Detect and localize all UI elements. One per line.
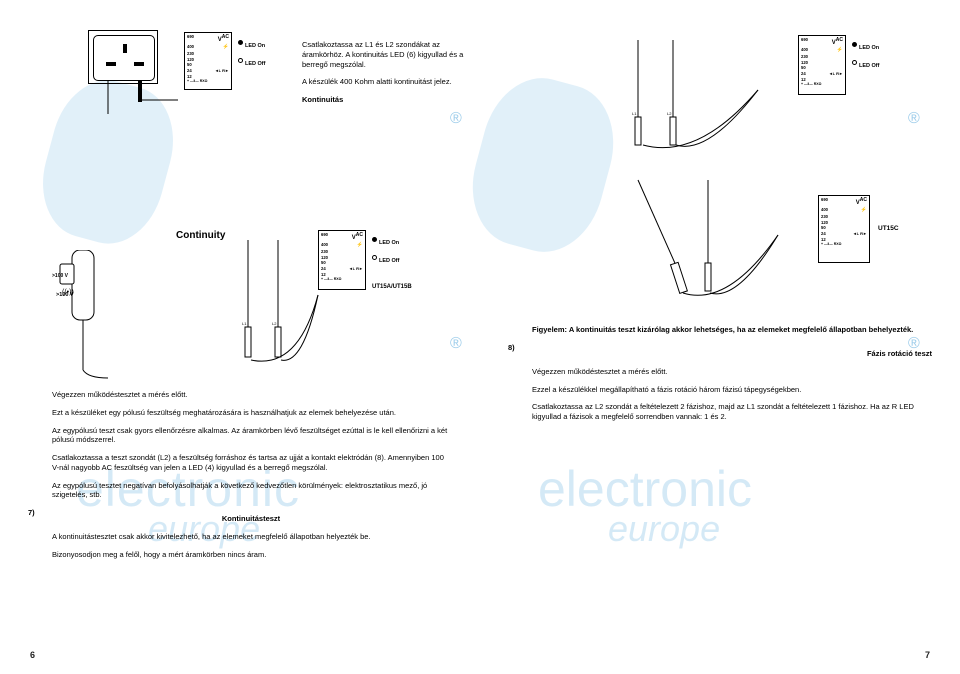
socket-diagram: 690VAC 400⚡ 230 120 50 24◄L R► 12 + ―‖― … (88, 30, 298, 120)
led-on-dot-icon (238, 40, 243, 45)
p-c: Az egypólusú teszt csak gyors ellenőrzés… (52, 426, 452, 446)
model-ab-label: UT15A/UT15B (372, 284, 412, 290)
continuity-label: Continuity (176, 230, 225, 241)
device-left-icon: >100 V ((•)) (48, 250, 138, 380)
section8-title: Fázis rotáció teszt (867, 349, 932, 358)
continuity-diagram: Continuity >100 V ((•)) >100 V L1 L2 (28, 230, 452, 380)
watermark-europe-right: europe (608, 508, 720, 550)
r-pa: Figyelem: A kontinuitás teszt kizárólag … (532, 325, 932, 335)
p-b: Ezt a készüléket egy pólusú feszültség m… (52, 408, 452, 418)
led-on-label: LED On (245, 43, 265, 49)
p-d: Csatlakoztassa a teszt szondát (L2) a fe… (52, 453, 452, 473)
meter-panel-top: 690VAC 400⚡ 230 120 50 24◄L R► 12 + ―‖― … (184, 32, 232, 90)
right-probes-icon: L1 L2 (618, 35, 788, 165)
meter-panel-mid: 690VAC 400⚡ 230 120 50 24◄L R► 12 + ―‖― … (318, 230, 366, 290)
intro-p1: Csatlakoztassa az L1 és L2 szondákat az … (302, 40, 482, 69)
svg-text:L1: L1 (242, 321, 247, 326)
page-num-left: 6 (30, 650, 35, 660)
led-on-dot-mid-icon (372, 237, 377, 242)
page-right: ® ® electronic europe L1 L2 690VAC 400⚡ … (480, 0, 960, 674)
section7-num: 7) (28, 508, 50, 517)
p-a: Végezzen működéstesztet a mérés előtt. (52, 390, 452, 400)
intro-p2: A készülék 400 Kohm alatti kontinuitást … (302, 77, 482, 87)
right-top-diagram: L1 L2 690VAC 400⚡ 230 120 50 24◄L R► 12 … (508, 35, 932, 165)
r-pb: Végezzen működéstesztet a mérés előtt. (532, 367, 932, 377)
svg-text:>100 V: >100 V (52, 273, 69, 279)
p-e: Az egypólusú tesztet negatívan befolyáso… (52, 481, 452, 501)
p-g: Bizonyosodjon meg a felől, hogy a mért á… (52, 550, 452, 560)
meter-panel-right-top: 690VAC 400⚡ 230 120 50 24◄L R► 12 + ―‖― … (798, 35, 846, 95)
r-pc: Ezzel a készülékkel megállapítható a fáz… (532, 385, 932, 395)
meter-panel-ut15c: 690VAC 400⚡ 230 120 50 24◄L R► 12 + ―‖― … (818, 195, 870, 263)
led-off-dot-mid-icon (372, 255, 377, 260)
p-f: A kontinuitástesztet csak akkor kivitele… (52, 532, 452, 542)
intro-heading: Kontinuitás (302, 95, 343, 104)
section8-num: 8) (508, 343, 530, 352)
page-left: ® electronic europe ® (0, 0, 480, 674)
right-probes2-icon (618, 175, 798, 315)
led-off-dot-icon (238, 58, 243, 63)
svg-text:L1: L1 (632, 111, 637, 116)
model-c-label: UT15C (878, 225, 899, 232)
watermark-r-right-2: ® (908, 335, 920, 353)
right-bottom-diagram: 690VAC 400⚡ 230 120 50 24◄L R► 12 + ―‖― … (508, 175, 932, 315)
svg-text:L2: L2 (667, 111, 672, 116)
page-num-right: 7 (925, 650, 930, 660)
r-pd: Csatlakoztassa az L2 szondát a feltétele… (532, 402, 932, 422)
led-off-dot-r-icon (852, 60, 857, 65)
led-on-dot-r-icon (852, 42, 857, 47)
led-off-label: LED Off (245, 61, 265, 67)
gt100v-label: >100 V (56, 292, 74, 298)
svg-text:L2: L2 (272, 321, 277, 326)
